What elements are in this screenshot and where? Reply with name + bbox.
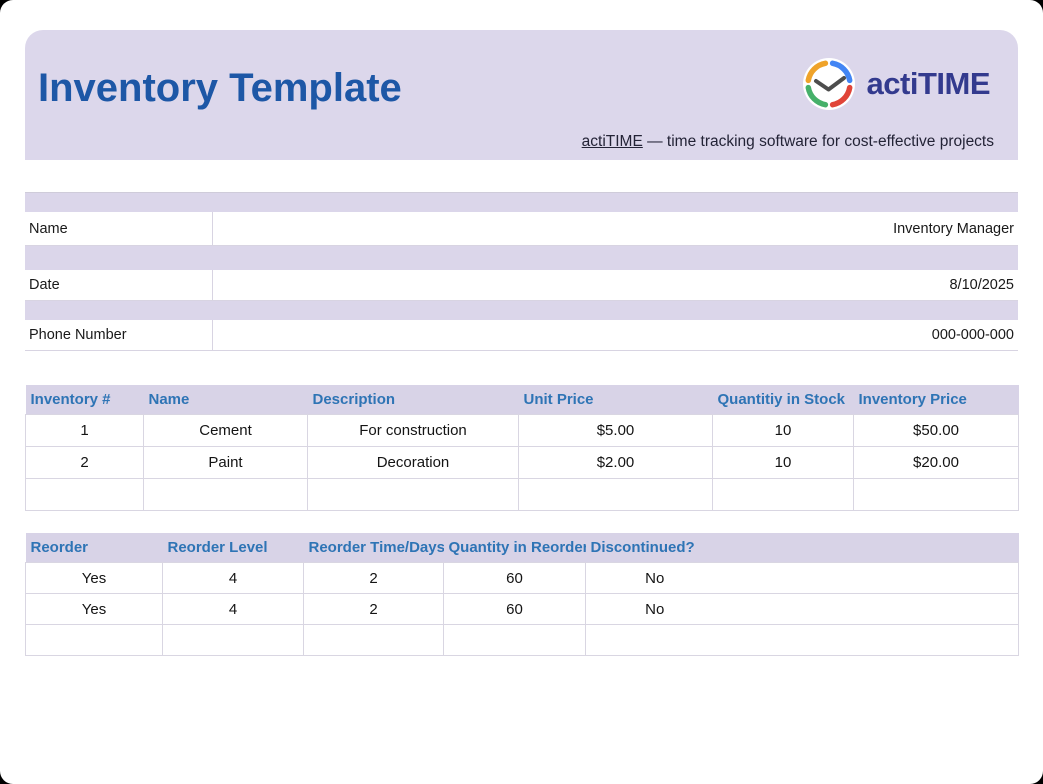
info-label: Date [29,277,60,293]
column-header: Unit Price [518,385,713,415]
info-section: Name Inventory Manager Date 8/10/2025 Ph… [25,192,1018,351]
table-row [25,478,1019,511]
info-value[interactable]: 8/10/2025 [949,277,1014,293]
header-row: Inventory # Name Description Unit Price … [25,385,1019,415]
column-header: Inventory Price [853,385,1019,415]
table-cell[interactable]: For construction [307,414,519,447]
table-cell[interactable] [307,478,519,511]
header-banner: Inventory Template actiTIME actiTIME — t… [25,30,1018,160]
tagline-text: — time tracking software for cost-effect… [647,133,994,150]
table-cell[interactable]: Yes [25,593,163,625]
column-header: Description [307,385,519,415]
table-cell[interactable]: $50.00 [853,414,1019,447]
info-value[interactable]: 000-000-000 [931,327,1014,343]
cell-divider [212,320,213,350]
table-cell[interactable]: 2 [25,446,144,479]
brand: actiTIME [802,58,991,110]
header-row: Reorder Reorder Level Reorder Time/Days … [25,533,1019,563]
table-cell[interactable]: Paint [143,446,308,479]
info-row-name: Name Inventory Manager [25,212,1018,246]
table-cell[interactable] [723,624,1019,656]
column-header [723,533,1019,563]
info-value[interactable]: Inventory Manager [893,220,1014,237]
table-cell[interactable]: 4 [162,562,304,594]
table-cell[interactable] [853,478,1019,511]
column-header: Quantitiy in Stock [712,385,854,415]
table-row: Yes 4 2 60 No [25,562,1019,594]
table-row: 2 Paint Decoration $2.00 10 $20.00 [25,446,1019,479]
brand-name: actiTIME [866,66,991,101]
table-row: Yes 4 2 60 No [25,593,1019,625]
table-cell[interactable]: $20.00 [853,446,1019,479]
info-row-phone: Phone Number 000-000-000 [25,320,1018,351]
table-cell[interactable] [25,478,144,511]
clock-icon [802,58,855,110]
info-label: Name [29,220,68,237]
table-cell[interactable]: 4 [162,593,304,625]
tagline: actiTIME — time tracking software for co… [582,133,994,151]
table-cell[interactable]: 60 [443,562,586,594]
table-cell[interactable] [723,562,1019,594]
lavender-spacer [25,246,1018,270]
table-cell[interactable]: Yes [25,562,163,594]
info-label: Phone Number [29,327,127,343]
info-row-date: Date 8/10/2025 [25,270,1018,301]
column-header: Discontinued? [585,533,724,563]
table-cell[interactable] [143,478,308,511]
inventory-table: Inventory # Name Description Unit Price … [25,385,1019,511]
table-cell[interactable]: No [585,562,724,594]
column-header: Name [143,385,308,415]
actitime-link[interactable]: actiTIME [581,133,643,150]
table-cell[interactable] [25,624,163,656]
table-cell[interactable]: No [585,593,724,625]
table-cell[interactable]: 10 [712,414,854,447]
table-cell[interactable] [723,593,1019,625]
lavender-spacer [25,301,1018,320]
table-cell[interactable] [585,624,724,656]
table-row: 1 Cement For construction $5.00 10 $50.0… [25,414,1019,447]
page-title: Inventory Template [38,66,402,110]
lavender-spacer [25,192,1018,212]
table-cell[interactable]: $5.00 [518,414,713,447]
column-header: Reorder Time/Days [303,533,444,563]
column-header: Reorder [25,533,163,563]
table-cell[interactable]: 60 [443,593,586,625]
table-cell[interactable]: 1 [25,414,144,447]
reorder-table: Reorder Reorder Level Reorder Time/Days … [25,533,1019,656]
column-header: Reorder Level [162,533,304,563]
table-cell[interactable] [518,478,713,511]
table-cell[interactable]: 2 [303,593,444,625]
cell-divider [212,270,213,300]
table-cell[interactable]: Cement [143,414,308,447]
table-cell[interactable]: Decoration [307,446,519,479]
cell-divider [212,212,213,245]
table-cell[interactable] [443,624,586,656]
column-header: Inventory # [25,385,144,415]
table-cell[interactable]: 10 [712,446,854,479]
table-cell[interactable]: $2.00 [518,446,713,479]
column-header: Quantity in Reorder [443,533,586,563]
table-cell[interactable]: 2 [303,562,444,594]
table-cell[interactable] [162,624,304,656]
table-cell[interactable] [303,624,444,656]
table-cell[interactable] [712,478,854,511]
table-row [25,624,1019,656]
